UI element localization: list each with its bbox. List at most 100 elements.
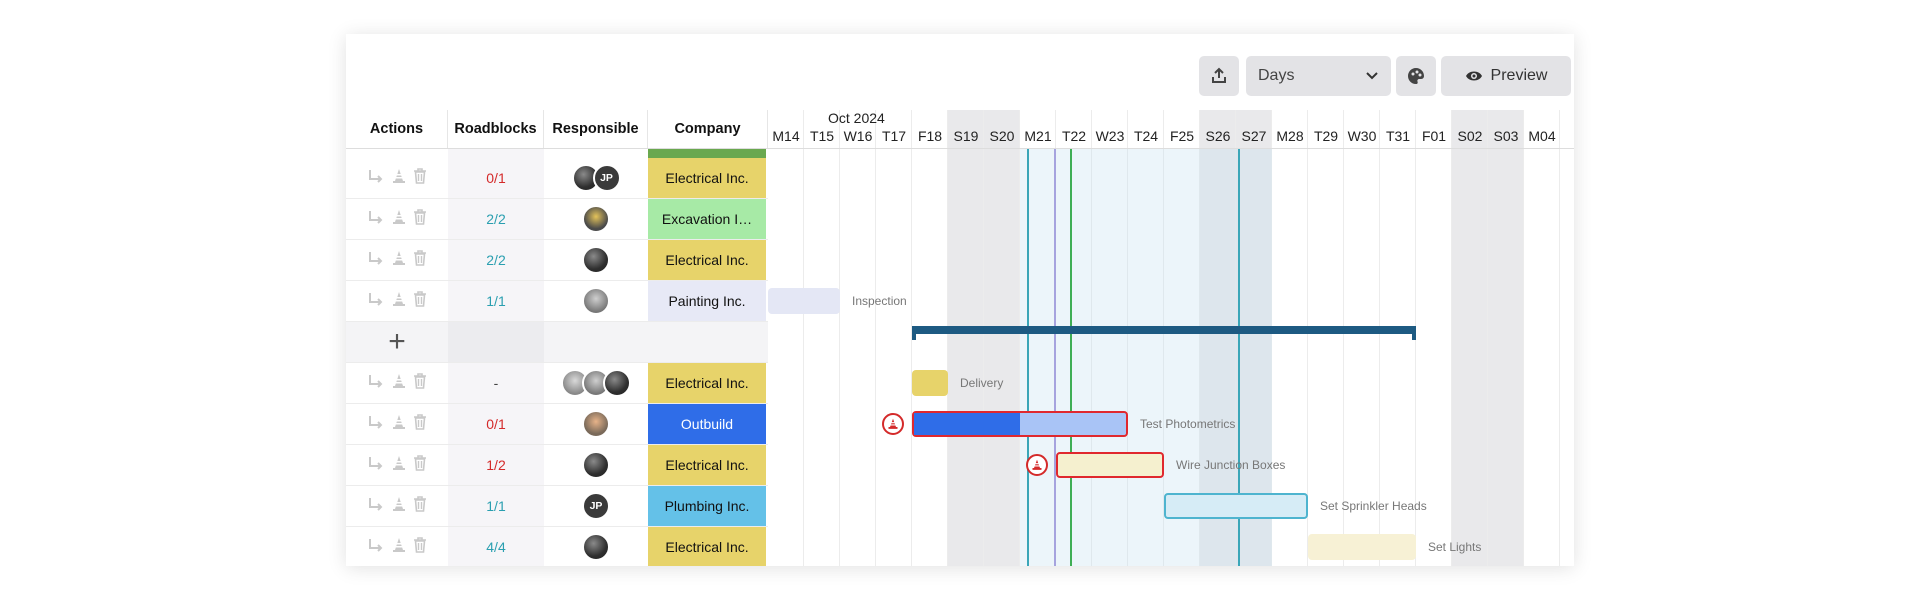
task-bar[interactable] [1164,493,1308,519]
trash-icon[interactable] [413,208,427,230]
responsible-cell[interactable] [544,363,648,403]
actions-cell [352,240,442,280]
actions-cell [352,527,442,566]
add-subtask-icon[interactable] [367,250,385,271]
roadblocks-value[interactable]: 1/1 [486,498,506,514]
roadblocks-value[interactable]: 2/2 [486,252,506,268]
trash-icon[interactable] [413,290,427,312]
roadblocks-value[interactable]: 4/4 [486,539,506,555]
responsible-cell[interactable] [544,240,648,280]
roadblock-cone-icon[interactable] [391,168,407,189]
day-column [948,110,984,566]
task-bar[interactable] [912,411,1128,437]
add-subtask-icon[interactable] [367,414,385,435]
roadblock-icon[interactable] [882,413,904,435]
trash-icon[interactable] [413,536,427,558]
add-subtask-icon[interactable] [367,496,385,517]
day-label: W16 [843,128,873,144]
trash-icon[interactable] [413,454,427,476]
add-subtask-icon[interactable] [367,209,385,230]
actions-header: Actions [346,110,448,148]
schedule-card: Days Preview Actions Roadblocks Responsi… [346,34,1574,566]
roadblocks-value[interactable]: - [493,375,499,391]
add-subtask-icon[interactable] [367,455,385,476]
add-subtask-icon[interactable] [367,291,385,312]
day-column [984,110,1020,566]
avatar [582,451,610,479]
eye-icon [1465,71,1482,81]
responsible-cell[interactable] [544,445,648,485]
trash-icon[interactable] [413,249,427,271]
company-cell[interactable]: Painting Inc. [648,281,766,321]
company-label: Excavation I… [648,199,766,239]
add-button[interactable]: + [388,325,406,358]
responsible-cell[interactable]: JP [544,486,648,526]
company-cell[interactable]: Excavation I… [648,199,766,239]
company-cell[interactable]: Electrical Inc. [648,363,766,403]
company-cell[interactable]: Electrical Inc. [648,158,766,198]
actions-cell [352,158,442,198]
day-column [1128,110,1164,566]
task-bar[interactable] [1056,452,1164,478]
preview-label: Preview [1490,67,1548,84]
summary-bar [912,326,1416,334]
roadblock-cone-icon[interactable] [391,209,407,230]
actions-cell [352,199,442,239]
company-cell[interactable]: Plumbing Inc. [648,486,766,526]
add-subtask-icon[interactable] [367,373,385,394]
day-label: T31 [1385,128,1411,144]
roadblocks-value[interactable]: 0/1 [486,416,506,432]
roadblock-cone-icon[interactable] [391,496,407,517]
task-bar[interactable] [1308,534,1416,560]
day-column [1560,110,1574,566]
day-label: T17 [881,128,907,144]
avatar [582,410,610,438]
responsible-header: Responsible [544,110,648,148]
roadblock-cone-icon[interactable] [391,291,407,312]
responsible-cell[interactable] [544,199,648,239]
preview-button[interactable]: Preview [1441,56,1571,96]
day-column [1164,110,1200,566]
company-cell[interactable]: Electrical Inc. [648,527,766,566]
day-label: F01 [1421,128,1447,144]
responsible-cell[interactable] [544,281,648,321]
palette-button[interactable] [1396,56,1436,96]
roadblock-icon[interactable] [1026,454,1048,476]
day-column [1200,110,1236,566]
trash-icon[interactable] [413,372,427,394]
roadblocks-value[interactable]: 1/2 [486,457,506,473]
roadblock-cone-icon[interactable] [391,373,407,394]
task-label: Wire Junction Boxes [1176,458,1286,472]
company-label: Electrical Inc. [648,240,766,280]
avatar: JP [582,492,610,520]
add-subtask-icon[interactable] [367,168,385,189]
roadblock-cone-icon[interactable] [391,414,407,435]
roadblocks-value[interactable]: 2/2 [486,211,506,227]
roadblocks-value[interactable]: 0/1 [486,170,506,186]
export-button[interactable] [1199,56,1239,96]
task-table: Actions Roadblocks Responsible Company 0… [346,110,768,566]
trash-icon[interactable] [413,167,427,189]
trash-icon[interactable] [413,495,427,517]
view-mode-select[interactable]: Days [1246,56,1391,96]
company-cell[interactable]: Outbuild [648,404,766,444]
add-subtask-icon[interactable] [367,537,385,558]
day-column [1092,110,1128,566]
avatar [582,533,610,561]
roadblocks-value[interactable]: 1/1 [486,293,506,309]
chevron-down-icon [1366,72,1378,80]
palette-icon [1408,68,1424,84]
roadblock-cone-icon[interactable] [391,250,407,271]
task-bar[interactable] [912,370,948,396]
trash-icon[interactable] [413,413,427,435]
roadblock-cone-icon[interactable] [391,455,407,476]
task-bar[interactable] [768,288,840,314]
day-label: T15 [809,128,835,144]
responsible-cell[interactable] [544,404,648,444]
roadblock-cone-icon[interactable] [391,537,407,558]
company-cell[interactable]: Electrical Inc. [648,445,766,485]
company-cell[interactable]: Electrical Inc. [648,240,766,280]
responsible-cell[interactable]: JP [544,158,648,198]
responsible-cell[interactable] [544,527,648,566]
company-label: Outbuild [648,404,766,444]
